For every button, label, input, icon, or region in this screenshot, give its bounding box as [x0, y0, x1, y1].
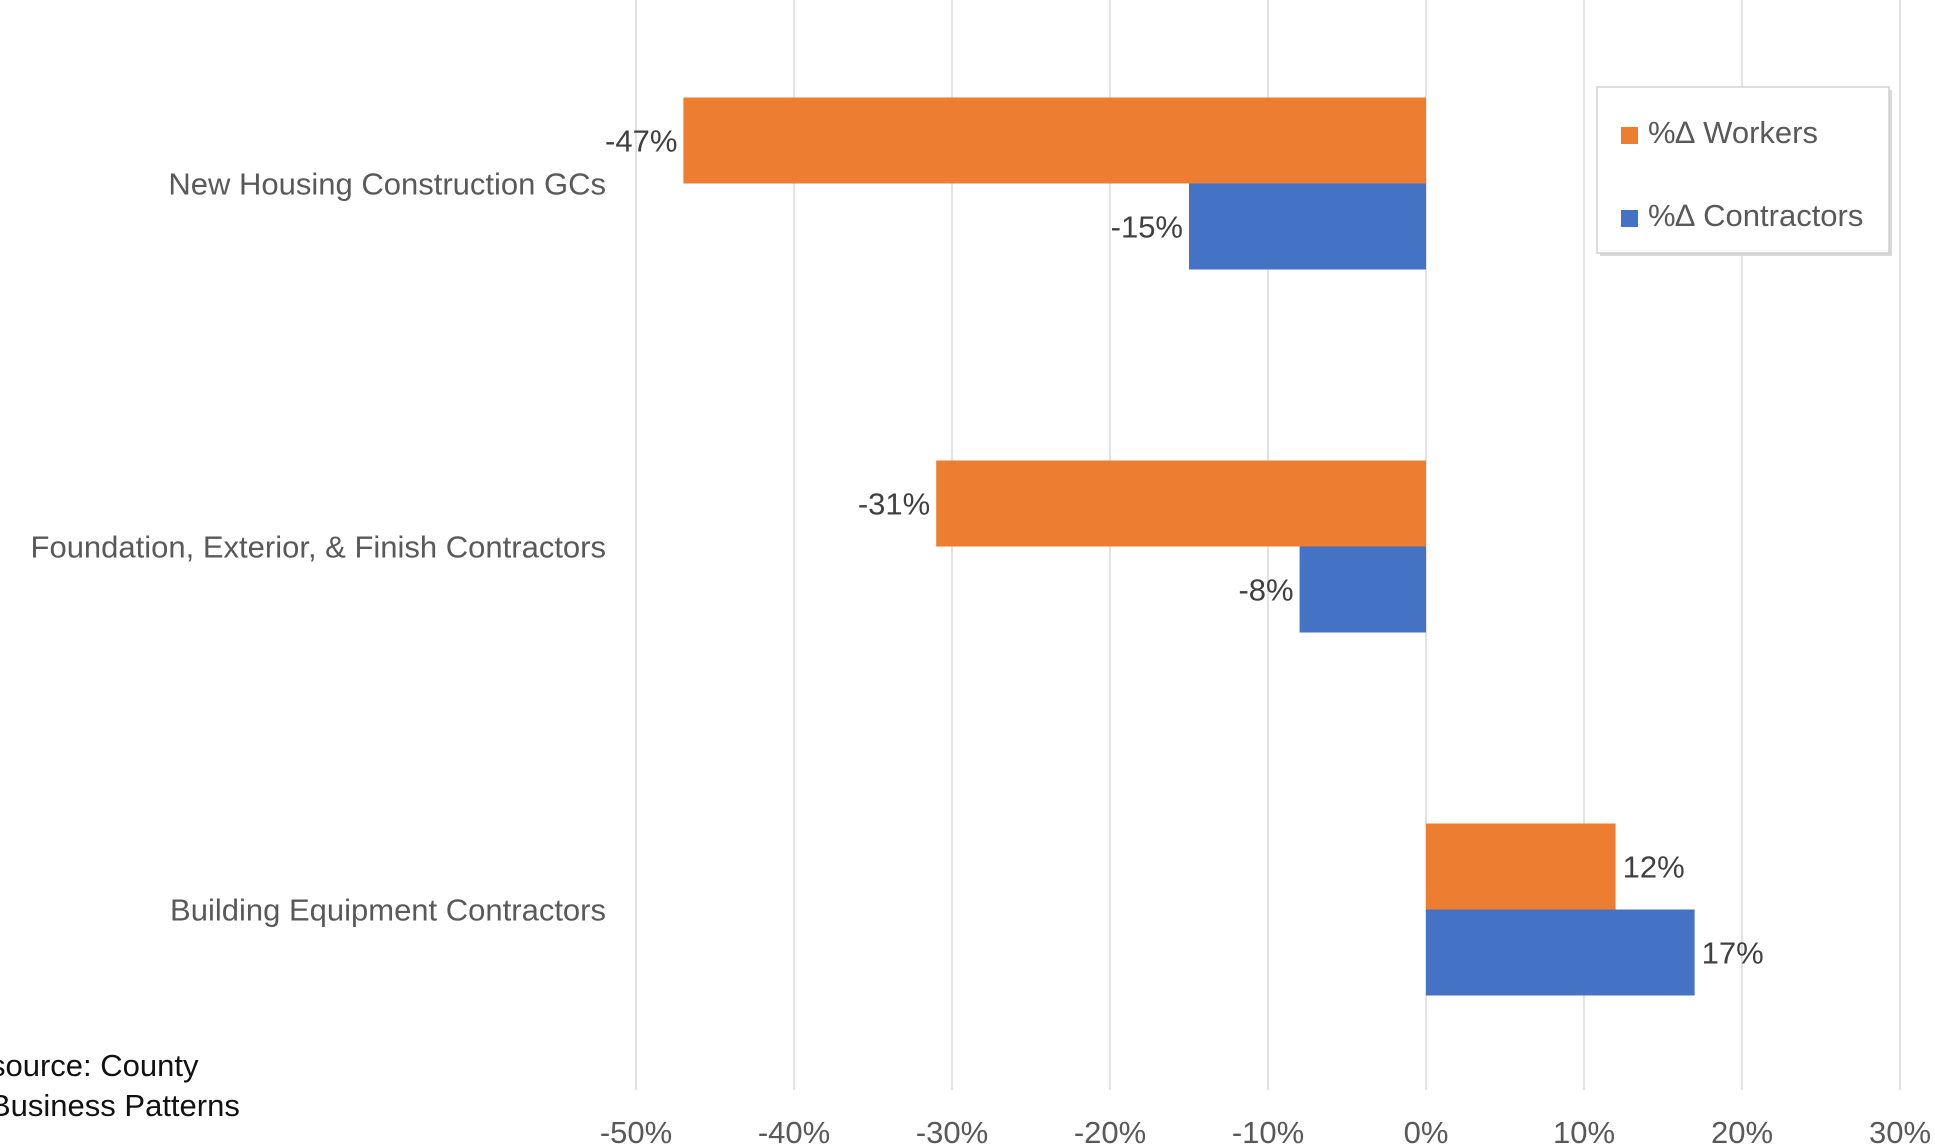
- bars: [683, 97, 1695, 996]
- bar: [1426, 909, 1695, 996]
- x-tick-label: 0%: [1404, 1115, 1449, 1147]
- data-label: -31%: [858, 487, 930, 522]
- data-label: 12%: [1623, 850, 1685, 885]
- legend-label: %∆ Contractors: [1648, 198, 1863, 233]
- legend-box: [1596, 86, 1890, 254]
- data-label: -8%: [1238, 573, 1293, 608]
- x-tick-label: -20%: [1074, 1115, 1146, 1147]
- source-note: source: County Business Patterns: [0, 1046, 250, 1126]
- data-labels: -47% -15% -31% -8% 12% 17%: [605, 124, 1764, 971]
- x-tick-label: 30%: [1869, 1115, 1931, 1147]
- category-label: Building Equipment Contractors: [170, 893, 606, 928]
- bar: [683, 97, 1426, 184]
- legend: %∆ Workers %∆ Contractors: [1596, 86, 1892, 256]
- x-tick-label: 20%: [1711, 1115, 1773, 1147]
- bar: [1299, 546, 1426, 633]
- legend-swatch: [1621, 127, 1638, 144]
- x-tick-label: -40%: [758, 1115, 830, 1147]
- x-tick-label: 10%: [1553, 1115, 1615, 1147]
- bar: [936, 460, 1426, 547]
- source-note-line2: Business Patterns: [0, 1088, 240, 1123]
- bar: [1426, 823, 1616, 910]
- bar: [1189, 183, 1426, 270]
- data-label: 17%: [1702, 936, 1764, 971]
- x-tick-label: -30%: [916, 1115, 988, 1147]
- data-label: -15%: [1111, 210, 1183, 245]
- x-axis-ticks: -50% -40% -30% -20% -10% 0% 10% 20% 30%: [600, 1115, 1931, 1147]
- category-label: New Housing Construction GCs: [168, 167, 606, 202]
- data-label: -47%: [605, 124, 677, 159]
- source-note-line1: source: County: [0, 1048, 199, 1083]
- legend-label: %∆ Workers: [1648, 115, 1818, 150]
- x-tick-label: -50%: [600, 1115, 672, 1147]
- category-label: Foundation, Exterior, & Finish Contracto…: [31, 530, 606, 565]
- category-labels: New Housing Construction GCs Foundation, …: [31, 167, 606, 928]
- legend-swatch: [1621, 210, 1638, 227]
- x-tick-label: -10%: [1232, 1115, 1304, 1147]
